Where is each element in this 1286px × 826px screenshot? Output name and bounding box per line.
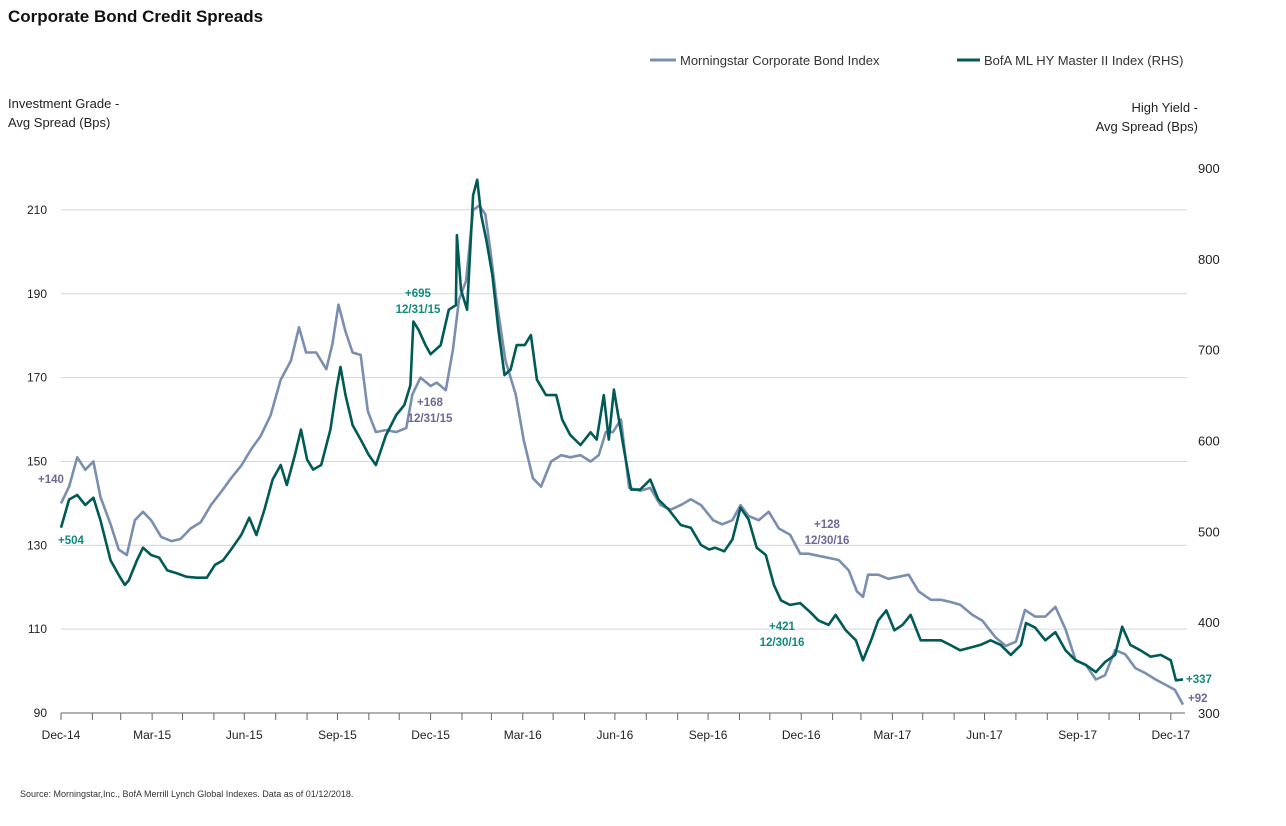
legend: Morningstar Corporate Bond Index BofA ML… <box>650 53 1183 68</box>
annotation-label: 12/30/16 <box>805 535 850 547</box>
legend-label-hy: BofA ML HY Master II Index (RHS) <box>984 53 1183 68</box>
right-y-tick-label: 600 <box>1198 434 1220 449</box>
x-tick-label: Dec-17 <box>1151 728 1190 742</box>
left-y-tick-label: 130 <box>27 538 47 552</box>
x-tick-label: Dec-16 <box>782 728 821 742</box>
x-tick-label: Mar-17 <box>873 728 911 742</box>
left-y-tick-label: 110 <box>28 622 47 636</box>
annotations: +140 +504 +695 12/31/15 +168 12/31/15 +128 12/3… <box>38 288 1212 705</box>
chart-title: Corporate Bond Credit Spreads <box>8 7 263 26</box>
right-y-tick-label: 700 <box>1198 343 1220 358</box>
left-y-axis: 90 110 130 150 170 190 210 <box>27 203 47 720</box>
series-line-morningstar-corporate <box>59 204 1185 706</box>
left-y-tick-label: 90 <box>34 706 48 720</box>
x-tick-label: Mar-15 <box>133 728 171 742</box>
annotation-label: 12/31/15 <box>408 413 453 425</box>
source-note: Source: Morningstar,Inc., BofA Merrill L… <box>20 789 353 799</box>
annotation-label: +128 <box>814 519 841 531</box>
right-y-tick-label: 900 <box>1198 161 1220 176</box>
annotation-label: 12/31/15 <box>396 304 441 316</box>
x-tick-label: Jun-15 <box>226 728 263 742</box>
left-y-tick-label: 210 <box>27 203 47 217</box>
annotation-label: +504 <box>58 535 85 547</box>
legend-label-ig: Morningstar Corporate Bond Index <box>680 53 880 68</box>
right-y-axis: 300 400 500 600 700 800 900 <box>1198 161 1220 721</box>
x-tick-label: Dec-14 <box>42 728 81 742</box>
left-y-tick-label: 150 <box>27 454 47 468</box>
left-axis-title-line1: Investment Grade - <box>8 96 119 111</box>
x-tick-label: Dec-15 <box>411 728 450 742</box>
series-lines <box>59 178 1185 706</box>
left-axis-title-line2: Avg Spread (Bps) <box>8 115 110 130</box>
right-y-tick-label: 800 <box>1198 252 1220 267</box>
x-tick-label: Mar-16 <box>504 728 542 742</box>
right-axis-title-line1: High Yield - <box>1132 100 1198 115</box>
annotation-label: +168 <box>417 397 444 409</box>
left-y-tick-label: 190 <box>27 287 47 301</box>
right-axis-title-line2: Avg Spread (Bps) <box>1096 119 1198 134</box>
gridlines <box>61 209 1187 630</box>
right-y-tick-label: 400 <box>1198 615 1220 630</box>
x-tick-label: Sep-16 <box>689 728 728 742</box>
x-tick-label: Sep-17 <box>1058 728 1097 742</box>
annotation-label: +337 <box>1186 674 1212 686</box>
annotation-label: +140 <box>38 474 64 486</box>
right-y-tick-label: 300 <box>1198 706 1220 721</box>
annotation-label: +421 <box>769 621 796 633</box>
x-tick-label: Jun-17 <box>966 728 1003 742</box>
x-tick-label: Sep-15 <box>318 728 357 742</box>
annotation-label: +695 <box>405 288 432 300</box>
x-axis: Dec-14 Mar-15 Jun-15 Sep-15 Dec-15 Mar-16 Jun-… <box>42 712 1190 742</box>
left-y-tick-label: 170 <box>27 371 47 385</box>
x-tick-label: Jun-16 <box>597 728 634 742</box>
annotation-label: +92 <box>1188 693 1208 705</box>
annotation-label: 12/30/16 <box>760 637 805 649</box>
right-y-tick-label: 500 <box>1198 524 1220 539</box>
series-line-bofa-hy <box>59 178 1184 682</box>
